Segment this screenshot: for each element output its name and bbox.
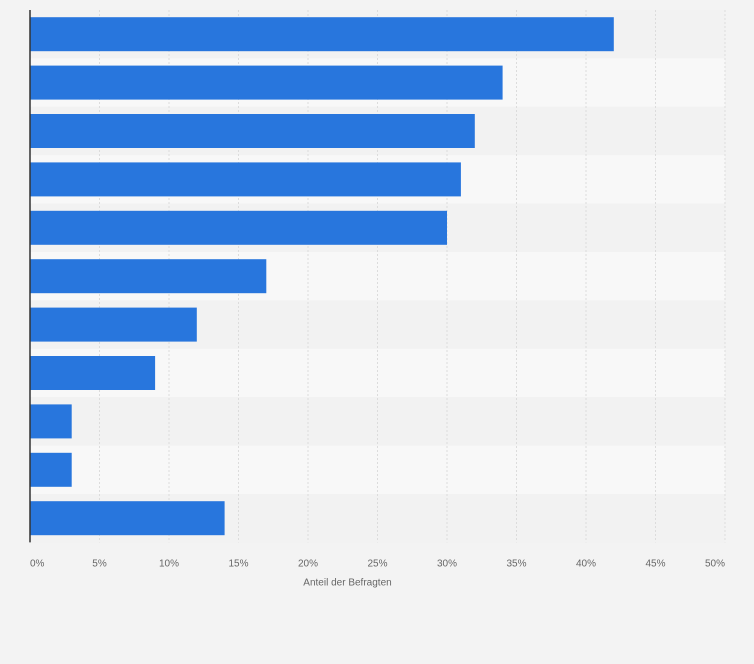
bar [30, 65, 503, 100]
bar [30, 259, 267, 294]
x-tick-label: 35% [506, 558, 526, 569]
x-tick-label: 50% [705, 558, 725, 569]
bar [30, 501, 225, 536]
row-band [30, 445, 725, 494]
bar [30, 404, 72, 439]
bar [30, 114, 475, 148]
x-tick-label: 30% [437, 558, 457, 569]
x-tick-label: 40% [576, 558, 596, 569]
bar [30, 452, 72, 487]
row-band [30, 397, 725, 446]
x-axis-label: Anteil der Befragten [303, 577, 391, 588]
x-tick-labels: 0% 5% 10% 15% 20% 25% 30% 35% 40% 45% 50% [30, 558, 725, 569]
bar [30, 307, 197, 342]
x-tick-label: 15% [228, 558, 248, 569]
bar [30, 162, 461, 197]
x-tick-label: 45% [645, 558, 665, 569]
bar [30, 17, 614, 52]
bars [30, 17, 614, 536]
bar [30, 210, 447, 245]
bar [30, 356, 156, 390]
x-tick-label: 10% [159, 558, 179, 569]
x-tick-label: 25% [367, 558, 387, 569]
x-tick-label: 5% [92, 558, 107, 569]
x-tick-label: 20% [298, 558, 318, 569]
x-tick-label: 0% [30, 558, 45, 569]
